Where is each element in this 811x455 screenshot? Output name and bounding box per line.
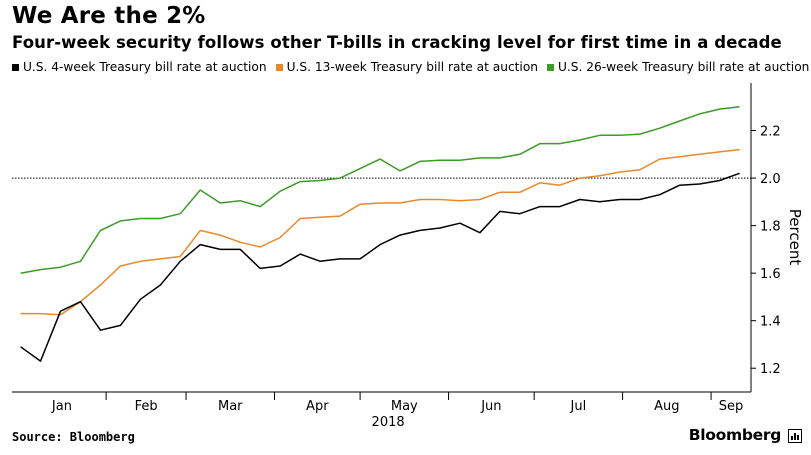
x-tick-label: May (391, 399, 418, 414)
series-line-26-week (20, 106, 740, 274)
x-tick-label: Feb (135, 399, 158, 414)
y-tick-label: 1.2 (760, 362, 781, 377)
source-note: Source: Bloomberg (12, 430, 135, 444)
y-axis-title: Percent (786, 209, 804, 266)
x-tick-label: Jun (480, 399, 501, 414)
y-tick-label: 1.8 (760, 220, 781, 235)
legend: U.S. 4-week Treasury bill rate at auctio… (12, 60, 811, 74)
chart-subtitle: Four-week security follows other T-bills… (12, 33, 782, 52)
chart-title: We Are the 2% (12, 3, 206, 29)
x-tick-label: Aug (654, 399, 679, 414)
legend-label-4-week: U.S. 4-week Treasury bill rate at auctio… (23, 60, 267, 74)
legend-item-13-week: U.S. 13-week Treasury bill rate at aucti… (275, 60, 538, 74)
y-tick-label: 1.4 (760, 315, 781, 330)
legend-swatch-4-week (12, 63, 19, 71)
brand-logo-text: Bloomberg (688, 426, 782, 444)
legend-item-4-week: U.S. 4-week Treasury bill rate at auctio… (12, 60, 267, 74)
x-tick-label: Apr (306, 399, 329, 414)
x-year-label: 2018 (372, 415, 405, 430)
legend-label-26-week: U.S. 26-week Treasury bill rate at aucti… (558, 60, 810, 74)
legend-swatch-13-week (275, 63, 283, 71)
legend-label-13-week: U.S. 13-week Treasury bill rate at aucti… (286, 60, 538, 74)
y-tick-label: 2.0 (760, 172, 781, 187)
x-tick-label: Mar (218, 399, 243, 414)
series-line-13-week (20, 148, 740, 316)
x-tick-label: Jul (570, 399, 587, 414)
x-tick-label: Jan (51, 399, 72, 414)
series-line-4-week (20, 172, 740, 362)
y-tick-label: 1.6 (760, 267, 781, 282)
brand-mark-icon (788, 429, 802, 443)
x-tick-label: Sep (719, 399, 744, 414)
legend-swatch-26-week (547, 63, 554, 71)
legend-item-26-week: U.S. 26-week Treasury bill rate at aucti… (547, 60, 809, 74)
y-tick-label: 2.2 (760, 125, 781, 140)
